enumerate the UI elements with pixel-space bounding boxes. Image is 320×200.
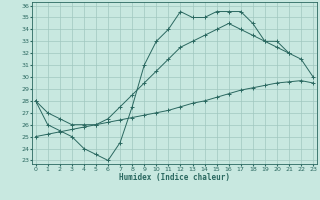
X-axis label: Humidex (Indice chaleur): Humidex (Indice chaleur)	[119, 173, 230, 182]
